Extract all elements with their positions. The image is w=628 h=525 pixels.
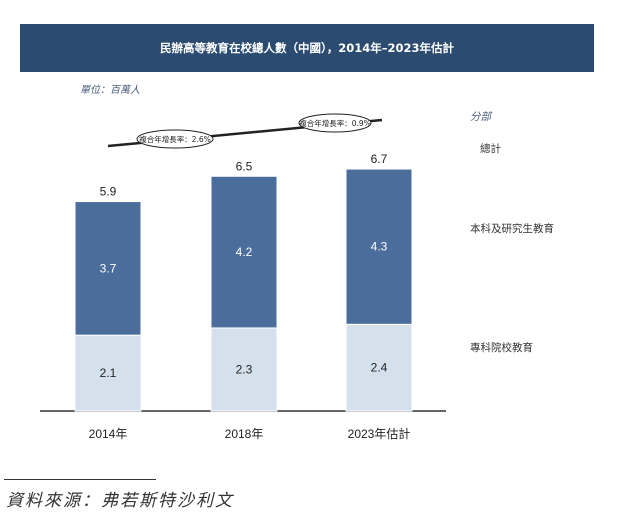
chart-title: 民辦高等教育在校總人數（中國），2014年–2023年估計 bbox=[20, 24, 594, 72]
legend-title: 分部 bbox=[470, 111, 491, 123]
segment-label-1-0: 3.7 bbox=[100, 261, 117, 275]
source-note: 資料來源：弗若斯特沙利文 bbox=[6, 491, 234, 511]
x-tick-label-0: 2014年 bbox=[89, 427, 128, 441]
segment-label-0-0: 2.1 bbox=[100, 366, 117, 380]
bar-segment-vocational-2 bbox=[345, 323, 413, 412]
total-label-0: 5.9 bbox=[100, 185, 117, 199]
segment-label-0-2: 2.4 bbox=[371, 361, 388, 375]
cagr-callout-0 bbox=[136, 129, 214, 149]
bar-segment-undergrad-0 bbox=[74, 201, 142, 336]
segment-label-1-2: 4.3 bbox=[371, 240, 388, 254]
legend-undergrad-postgrad: 本科及研究生教育 bbox=[470, 223, 554, 235]
source-rule bbox=[4, 479, 156, 480]
bar-segment-vocational-0 bbox=[74, 334, 142, 412]
legend-vocational: 專科院校教育 bbox=[470, 342, 533, 354]
segment-label-1-1: 4.2 bbox=[236, 245, 253, 259]
unit-label: 單位：百萬人 bbox=[80, 85, 140, 96]
bar-segment-vocational-1 bbox=[210, 327, 278, 412]
x-tick-label-2: 2023年估計 bbox=[348, 426, 411, 441]
total-label-1: 6.5 bbox=[236, 159, 253, 173]
cagr-callout-1 bbox=[298, 113, 372, 133]
x-tick-label-1: 2018年 bbox=[225, 427, 264, 441]
total-label-2: 6.7 bbox=[371, 152, 388, 166]
cagr-label-1: 複合年增長率：0.9% bbox=[299, 118, 371, 128]
segment-label-0-1: 2.3 bbox=[236, 362, 253, 376]
bar-segment-undergrad-2 bbox=[345, 168, 413, 325]
bar-segment-undergrad-1 bbox=[210, 175, 278, 329]
cagr-label-0: 複合年增長率：2.6% bbox=[139, 134, 211, 144]
legend-total: 總計 bbox=[480, 143, 501, 155]
